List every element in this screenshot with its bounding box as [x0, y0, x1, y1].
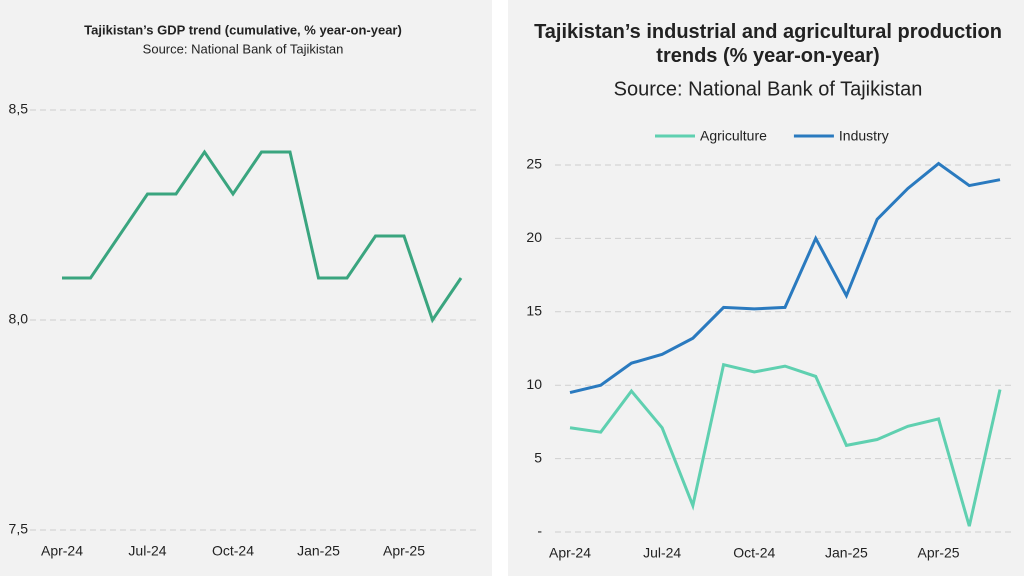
y-tick-label: 20 — [526, 229, 542, 245]
legend-label: Industry — [839, 128, 889, 144]
chart-title: Tajikistan’s industrial and agricultural… — [534, 21, 1002, 67]
y-tick-label: 25 — [526, 156, 542, 172]
y-tick-label: 10 — [526, 376, 542, 392]
legend-label: Agriculture — [700, 128, 767, 144]
chart-subtitle: Source: National Bank of Tajikistan — [143, 41, 344, 56]
x-tick-label: Jul-24 — [128, 543, 166, 559]
x-tick-label: Jul-24 — [643, 545, 681, 561]
y-tick-label: 8,0 — [9, 311, 29, 327]
x-tick-label: Apr-25 — [918, 545, 960, 561]
panel-left — [0, 0, 492, 576]
x-tick-label: Apr-25 — [383, 543, 425, 559]
series-line — [62, 149, 463, 324]
x-tick-label: Oct-24 — [733, 545, 775, 561]
x-tick-label: Apr-24 — [41, 543, 83, 559]
x-tick-label: Jan-25 — [297, 543, 340, 559]
x-tick-label: Oct-24 — [212, 543, 254, 559]
panel-right — [508, 0, 1024, 576]
series-line — [569, 362, 1002, 527]
y-tick-label: - — [537, 523, 542, 539]
x-tick-label: Apr-24 — [549, 545, 591, 561]
chart-title: Tajikistan’s GDP trend (cumulative, % ye… — [84, 22, 402, 37]
chart-subtitle: Source: National Bank of Tajikistan — [614, 78, 923, 100]
series-line — [569, 161, 1001, 394]
y-tick-label: 15 — [526, 303, 542, 319]
y-tick-label: 7,5 — [9, 521, 29, 537]
y-tick-label: 5 — [534, 449, 542, 465]
y-tick-label: 8,5 — [9, 101, 29, 117]
x-tick-label: Jan-25 — [825, 545, 868, 561]
